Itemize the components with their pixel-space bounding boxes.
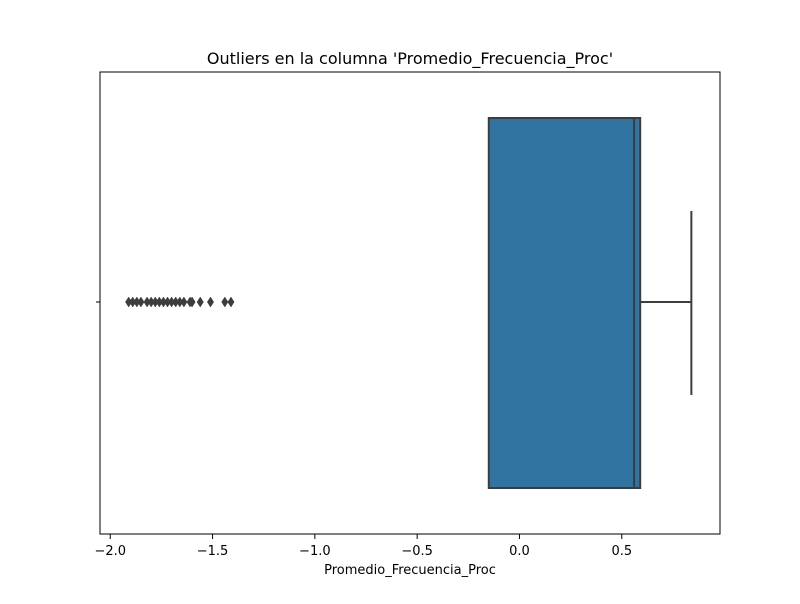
x-axis-ticks: −2.0 −1.5 −1.0 −0.5 0.0 0.5: [94, 534, 632, 559]
x-tick-label: 0.0: [509, 544, 530, 559]
outlier-point: [206, 296, 214, 308]
outlier-point: [137, 296, 145, 308]
x-tick-label: −2.0: [94, 544, 126, 559]
x-tick-label: −1.5: [197, 544, 229, 559]
outlier-point: [180, 296, 188, 308]
outlier-points: [125, 296, 235, 308]
box-iqr: [487, 117, 642, 489]
x-axis-label: Promedio_Frecuencia_Proc: [324, 563, 496, 578]
x-tick-label: −0.5: [401, 544, 433, 559]
plot-frame: [99, 71, 721, 535]
x-tick-label: 0.5: [611, 544, 632, 559]
outlier-point: [227, 296, 235, 308]
outlier-point: [221, 296, 229, 308]
outlier-point: [188, 296, 196, 308]
boxplot: [487, 117, 693, 489]
plot-area: [125, 117, 693, 489]
x-tick-label: −1.0: [299, 544, 331, 559]
outlier-point: [196, 296, 204, 308]
chart-title: Outliers en la columna 'Promedio_Frecuen…: [207, 49, 613, 69]
